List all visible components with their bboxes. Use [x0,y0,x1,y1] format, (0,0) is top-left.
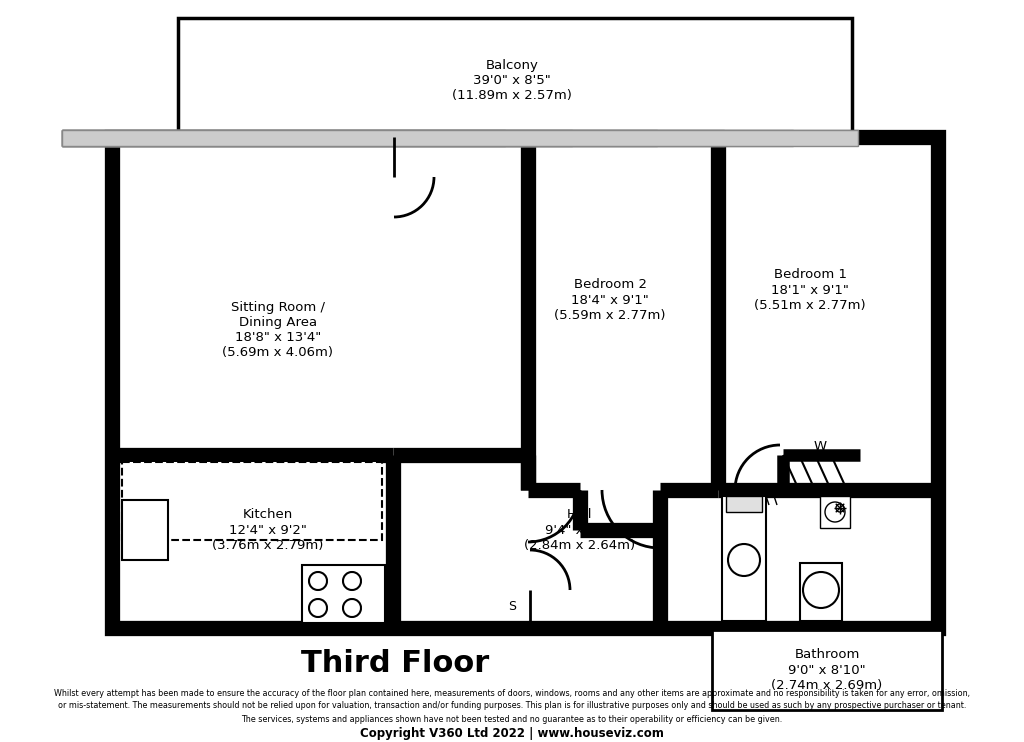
Text: Bathroom
9'0" x 8'10"
(2.74m x 2.69m): Bathroom 9'0" x 8'10" (2.74m x 2.69m) [771,649,883,692]
Text: Copyright V360 Ltd 2022 | www.houseviz.com: Copyright V360 Ltd 2022 | www.houseviz.c… [360,726,664,740]
Text: Balcony
39'0" x 8'5"
(11.89m x 2.57m): Balcony 39'0" x 8'5" (11.89m x 2.57m) [452,59,572,102]
Text: W: W [813,441,826,453]
Bar [62,130,858,146]
Text: Hall
9'4" x 8'8"
(2.84m x 2.64m): Hall 9'4" x 8'8" (2.84m x 2.64m) [524,508,636,551]
Bar [800,563,842,621]
Bar [62,130,724,146]
Bar [112,137,938,628]
Bar [122,500,168,560]
Bar [722,496,766,621]
Bar [726,496,762,512]
Text: Bedroom 2
18'4" x 9'1"
(5.59m x 2.77m): Bedroom 2 18'4" x 9'1" (5.59m x 2.77m) [554,278,666,321]
Text: or mis-statement. The measurements should not be relied upon for valuation, tran: or mis-statement. The measurements shoul… [57,701,967,711]
Bar [62,130,505,146]
Text: Whilst every attempt has been made to ensure the accuracy of the floor plan cont: Whilst every attempt has been made to en… [54,689,970,697]
Bar [302,565,385,623]
Text: Third Floor: Third Floor [301,649,489,677]
Text: Kitchen
12'4" x 9'2"
(3.76m x 2.79m): Kitchen 12'4" x 9'2" (3.76m x 2.79m) [212,508,324,551]
Bar [178,18,852,133]
Text: The services, systems and appliances shown have not been tested and no guarantee: The services, systems and appliances sho… [242,715,782,723]
Text: S: S [508,600,516,612]
Bar [820,496,850,528]
Text: Bedroom 1
18'1" x 9'1"
(5.51m x 2.77m): Bedroom 1 18'1" x 9'1" (5.51m x 2.77m) [755,269,866,312]
Bar [62,130,793,146]
Bar [122,462,382,540]
Text: Sitting Room /
Dining Area
18'8" x 13'4"
(5.69m x 4.06m): Sitting Room / Dining Area 18'8" x 13'4"… [222,301,334,359]
Bar [62,130,572,146]
Bar [62,130,657,146]
Bar [712,630,942,710]
